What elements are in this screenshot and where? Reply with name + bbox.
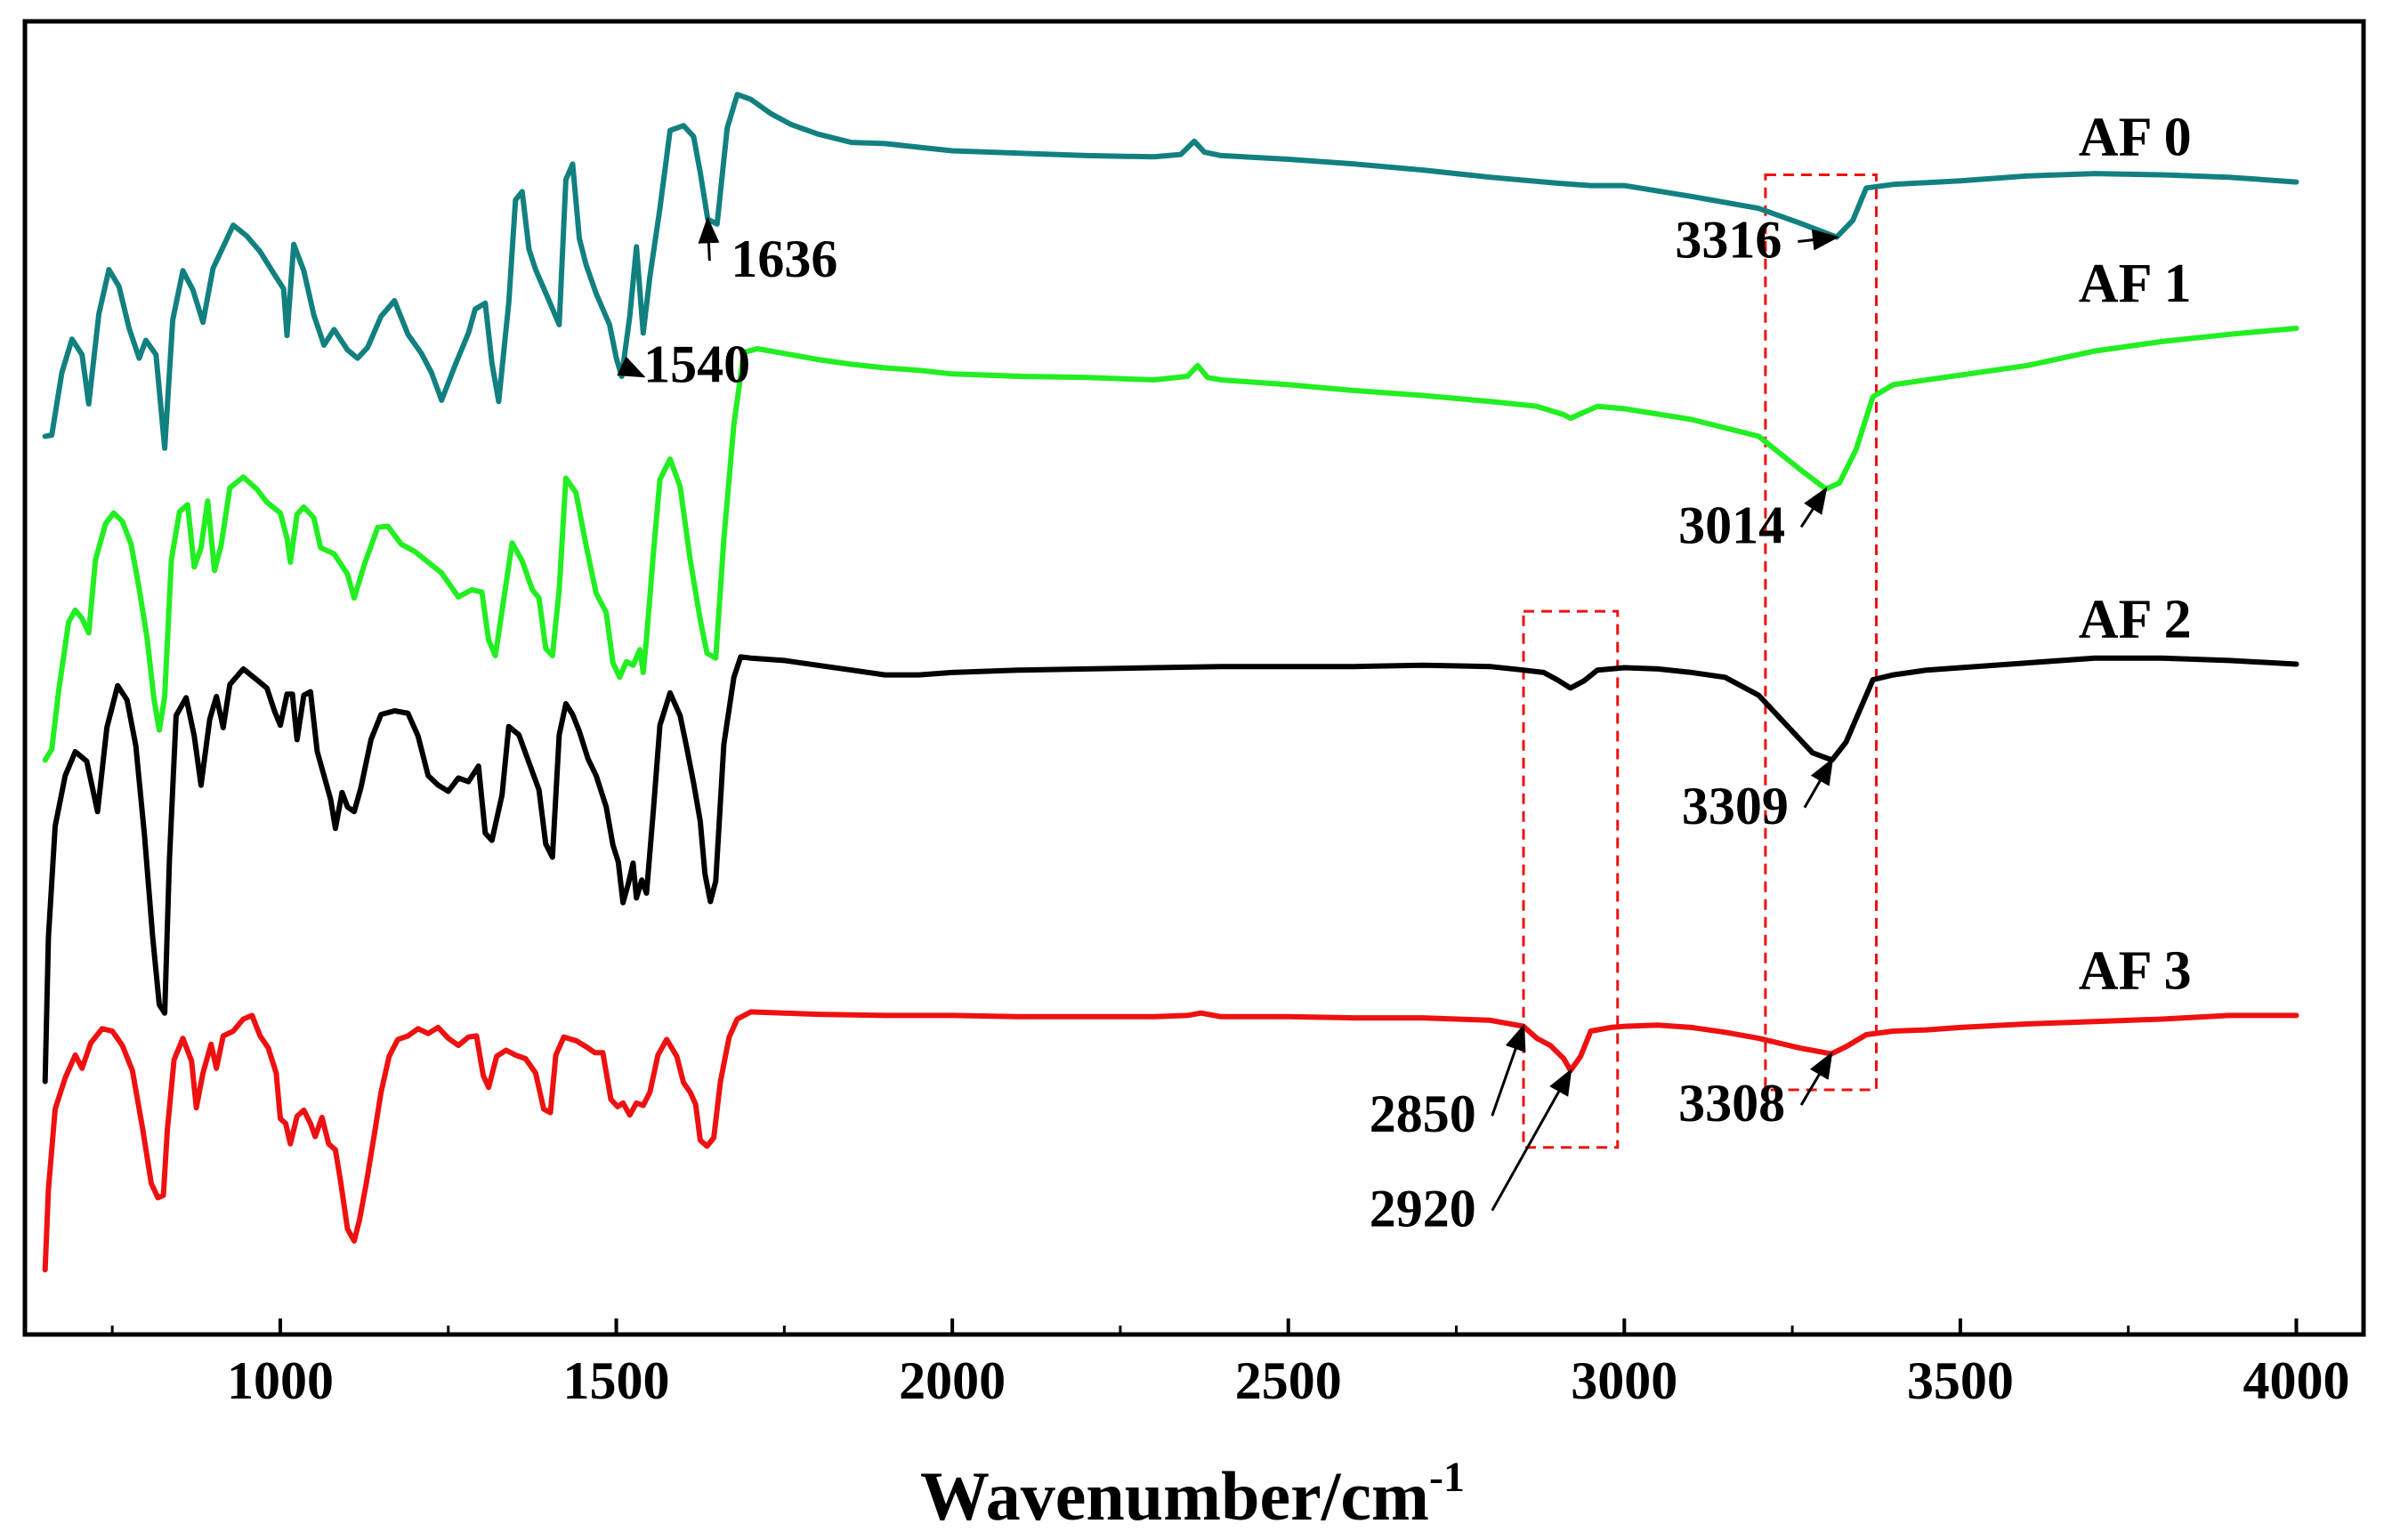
annotation-arrow-3014 — [1799, 487, 1828, 528]
highlight-regions — [1522, 173, 1879, 1149]
x-axis-title-text: Wavenumber/cm — [920, 1457, 1429, 1535]
annotation-label-3014: 3014 — [1678, 496, 1785, 554]
annotation-arrow-3308 — [1799, 1051, 1833, 1106]
series-label-af-0: AF 0 — [2079, 108, 2192, 168]
series-line-af-2 — [42, 654, 2299, 1084]
annotation-arrow-3316 — [1798, 229, 1839, 251]
annotation-arrow-1636 — [698, 216, 720, 262]
plot-frame — [22, 19, 2366, 1337]
annotation-label-3309: 3309 — [1682, 777, 1789, 835]
annotation-arrow-2920 — [1491, 1068, 1572, 1212]
annotation-label-1540: 1540 — [643, 335, 750, 394]
peak-annotations: 1636 1540 3316 3014 3309 3308 2850 2920 — [617, 211, 1839, 1238]
x-axis-title-superscript: -1 — [1429, 1454, 1465, 1501]
x-axis-title: Wavenumber/cm-1 — [920, 1454, 1465, 1535]
x-tick-label-3000: 3000 — [1571, 1351, 1677, 1410]
x-tick-label-3500: 3500 — [1907, 1351, 2014, 1410]
series-label-af-1: AF 1 — [2079, 254, 2192, 314]
annotation-arrow-1540 — [617, 356, 646, 378]
x-tick-label-2500: 2500 — [1235, 1351, 1342, 1410]
x-tick-label-2000: 2000 — [899, 1351, 1006, 1410]
annotation-label-2850: 2850 — [1370, 1084, 1476, 1143]
spectra-series — [42, 92, 2299, 1273]
series-line-af-0 — [42, 92, 2299, 451]
annotation-arrow-2850 — [1491, 1023, 1526, 1117]
highlight-region-2 — [1522, 609, 1620, 1149]
series-label-af-2: AF 2 — [2079, 589, 2192, 649]
x-axis-ticks: 1000 1500 2000 2500 3000 3500 4000 — [110, 1318, 2349, 1410]
series-label-af-3: AF 3 — [2079, 940, 2192, 1001]
highlight-region-1 — [1764, 173, 1879, 1092]
annotation-label-3308: 3308 — [1678, 1074, 1785, 1133]
series-labels: AF 0 AF 1 AF 2 AF 3 — [2079, 108, 2192, 1002]
annotation-label-1636: 1636 — [731, 230, 837, 288]
annotation-label-3316: 3316 — [1675, 211, 1782, 270]
x-tick-label-4000: 4000 — [2243, 1351, 2349, 1410]
annotation-arrow-3309 — [1803, 757, 1834, 809]
x-tick-label-1000: 1000 — [227, 1351, 334, 1410]
series-line-af-1 — [42, 326, 2299, 763]
series-line-af-3 — [42, 1009, 2299, 1273]
x-tick-label-1500: 1500 — [563, 1351, 670, 1410]
annotation-label-2920: 2920 — [1370, 1180, 1476, 1238]
